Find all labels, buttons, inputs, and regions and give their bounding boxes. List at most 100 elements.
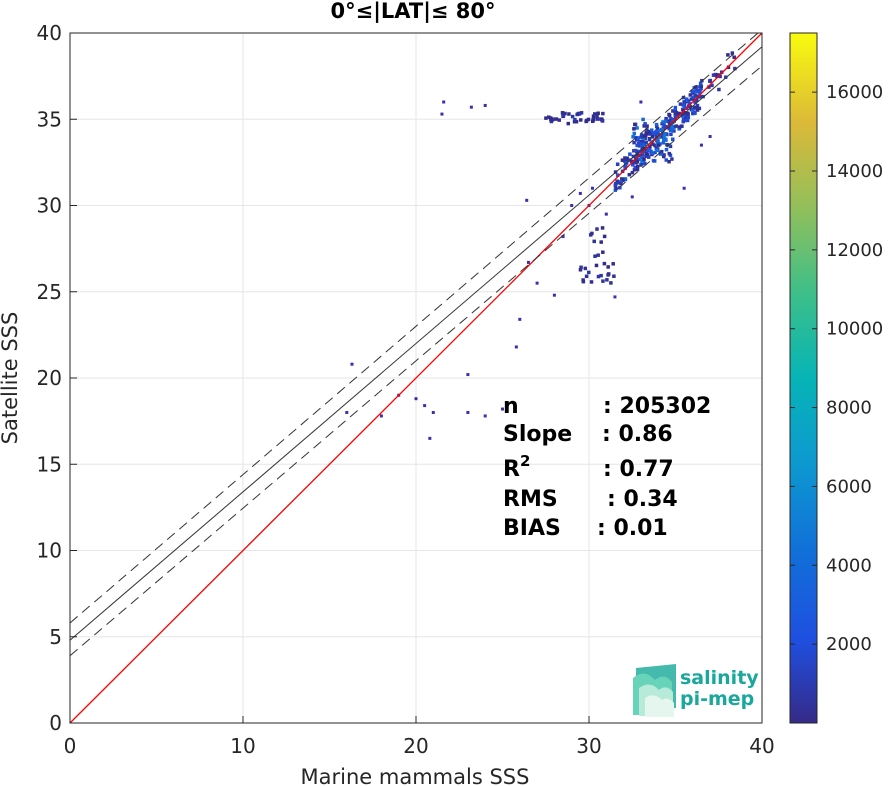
density-cell	[590, 231, 594, 236]
density-cell	[687, 101, 692, 106]
density-cell	[612, 274, 616, 279]
density-cell	[673, 105, 678, 110]
density-cell	[699, 84, 704, 89]
density-cell	[602, 234, 607, 239]
density-cell	[647, 148, 651, 152]
sparse-point	[630, 195, 634, 199]
sparse-point	[431, 411, 435, 414]
density-cell	[621, 178, 625, 183]
density-cell	[663, 132, 667, 136]
density-cell	[628, 152, 632, 156]
density-cell	[664, 116, 668, 121]
sparse-point	[525, 198, 529, 202]
density-cell	[595, 227, 599, 231]
density-cell	[653, 150, 657, 155]
density-cell	[578, 111, 582, 116]
density-cell	[599, 273, 603, 278]
density-heatmap	[345, 51, 737, 440]
density-cell	[591, 114, 596, 118]
density-cell	[694, 85, 698, 89]
x-tick-label: 10	[230, 734, 255, 758]
density-cell	[658, 128, 663, 133]
density-cell	[618, 186, 622, 190]
x-tick-label: 20	[403, 734, 428, 758]
density-cell	[640, 159, 644, 163]
density-cell	[635, 167, 640, 172]
density-cell	[651, 142, 655, 146]
x-tick-label: 30	[576, 734, 601, 758]
stat-r2-sup: 2	[520, 452, 530, 470]
x-axis-label: Marine mammals SSS	[301, 765, 530, 786]
stat-n-label: n	[503, 394, 519, 419]
density-cell	[684, 97, 689, 101]
density-cell	[681, 108, 685, 113]
density-cell	[649, 128, 654, 132]
colorbar-tick-label: 4000	[826, 555, 872, 576]
density-cell	[560, 111, 565, 115]
density-cell	[670, 157, 674, 161]
density-cell	[682, 100, 686, 104]
density-cell	[655, 129, 659, 133]
density-cell	[693, 99, 697, 104]
y-tick-label: 20	[37, 366, 62, 390]
density-cell	[663, 119, 668, 123]
density-cell	[631, 163, 635, 167]
density-cell	[579, 265, 583, 270]
density-cell	[614, 182, 618, 186]
density-cell	[680, 124, 684, 128]
density-cell	[661, 131, 665, 136]
sparse-point	[590, 186, 594, 190]
x-tick-label: 0	[64, 734, 77, 758]
density-cell	[715, 74, 719, 78]
density-cell	[641, 117, 645, 122]
density-cell	[695, 103, 700, 108]
density-cell	[620, 158, 625, 162]
density-cell	[613, 184, 618, 188]
sparse-point	[483, 414, 487, 418]
fit-line	[69, 46, 763, 641]
density-cell	[663, 137, 668, 141]
density-cell	[647, 129, 652, 134]
density-cell	[698, 81, 703, 86]
sparse-point	[350, 362, 354, 366]
density-cell	[653, 143, 657, 148]
y-tick-label: 0	[49, 711, 62, 735]
density-cell	[733, 66, 737, 71]
density-cell	[695, 108, 700, 112]
density-cell	[632, 131, 637, 136]
colorbar-tick-label: 12000	[826, 240, 883, 261]
sparse-point	[596, 117, 600, 121]
density-cell	[592, 239, 596, 244]
colorbar-tick-label: 2000	[826, 634, 872, 655]
density-cell	[667, 159, 671, 164]
density-cell	[589, 280, 594, 284]
density-cell	[659, 135, 663, 139]
y-tick-label: 25	[37, 280, 62, 304]
density-cell	[642, 134, 646, 138]
density-cell	[596, 274, 601, 279]
density-cell	[668, 144, 673, 149]
density-cell	[674, 110, 678, 115]
density-cell	[630, 170, 635, 175]
density-cell	[671, 137, 675, 142]
density-cell	[644, 140, 648, 145]
sparse-point	[708, 135, 712, 138]
colorbar-tick-label: 8000	[826, 398, 872, 419]
density-cell	[718, 74, 722, 79]
density-cell	[601, 250, 605, 254]
density-cell	[693, 106, 697, 110]
stat-n-value: : 205302	[603, 394, 711, 419]
stat-rms-value: : 0.34	[607, 487, 678, 512]
density-cell	[686, 99, 690, 103]
y-tick-label: 15	[37, 452, 62, 476]
sparse-point	[414, 397, 418, 401]
density-cell	[587, 270, 591, 275]
density-cell	[667, 120, 672, 125]
density-cell	[707, 85, 711, 89]
regression-lines	[69, 29, 763, 724]
density-cell	[600, 117, 604, 121]
density-cell	[689, 97, 694, 101]
density-cell	[693, 110, 697, 114]
density-cell	[681, 95, 686, 100]
x-tick-label: 40	[749, 734, 774, 758]
